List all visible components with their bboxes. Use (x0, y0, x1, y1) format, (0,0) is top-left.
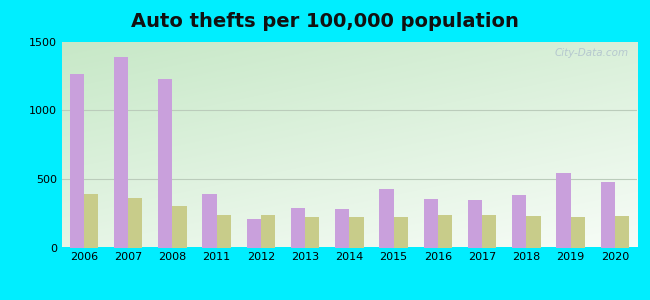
Bar (571, 218, 585, 248)
Bar (556, 173, 571, 248)
Bar (394, 217, 408, 248)
Bar (128, 198, 142, 248)
Bar (247, 219, 261, 247)
Bar (216, 215, 231, 247)
Bar (305, 217, 319, 248)
Bar (261, 214, 275, 248)
Bar (70, 74, 84, 248)
Bar (335, 209, 350, 248)
Bar (350, 218, 363, 248)
Bar (526, 216, 541, 248)
Bar (291, 208, 305, 247)
Text: Auto thefts per 100,000 population: Auto thefts per 100,000 population (131, 12, 519, 31)
Bar (482, 215, 497, 247)
Bar (615, 216, 629, 248)
Bar (438, 215, 452, 247)
Bar (202, 194, 216, 247)
Bar (468, 200, 482, 247)
Bar (380, 189, 394, 247)
Bar (158, 79, 172, 248)
Bar (424, 199, 438, 248)
Bar (512, 195, 527, 248)
Bar (84, 194, 98, 247)
Bar (172, 206, 187, 247)
Bar (114, 57, 128, 248)
Bar (601, 182, 615, 247)
Text: City-Data.com: City-Data.com (554, 48, 629, 58)
